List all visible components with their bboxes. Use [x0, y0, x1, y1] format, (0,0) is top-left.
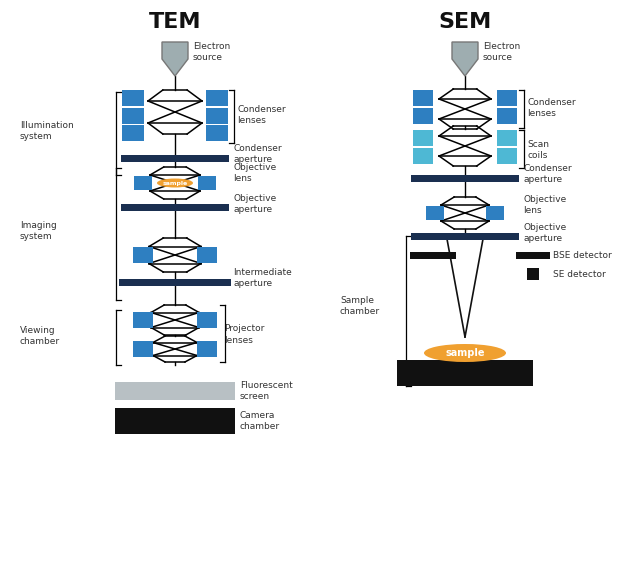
Text: Illumination
system: Illumination system [20, 121, 74, 141]
Text: TEM: TEM [148, 12, 201, 32]
Bar [122, 90, 144, 106]
Text: Imaging
system: Imaging system [20, 221, 57, 241]
Text: Condenser
aperture: Condenser aperture [523, 164, 572, 184]
Bar [397, 360, 533, 386]
Text: Condenser
lenses: Condenser lenses [237, 105, 285, 125]
Text: Scan
coils: Scan coils [527, 140, 549, 160]
Text: BSE detector: BSE detector [553, 251, 612, 260]
Ellipse shape [424, 344, 506, 362]
Text: sample: sample [163, 181, 188, 186]
Bar [413, 148, 433, 164]
Bar [413, 108, 433, 124]
Bar [121, 154, 229, 162]
Bar [119, 278, 231, 286]
Text: Objective
aperture: Objective aperture [523, 223, 566, 243]
Text: sample: sample [445, 348, 484, 358]
Bar [497, 108, 517, 124]
Bar [197, 312, 217, 328]
Bar [527, 268, 539, 280]
Bar [413, 90, 433, 106]
Text: Condenser
lenses: Condenser lenses [527, 98, 575, 118]
Bar [426, 206, 444, 220]
Text: Sample
chamber: Sample chamber [340, 296, 380, 316]
Bar [497, 130, 517, 146]
Text: Fluorescent
screen: Fluorescent screen [240, 381, 292, 401]
Bar [497, 148, 517, 164]
Bar [206, 108, 228, 124]
Text: SE detector: SE detector [553, 269, 605, 278]
Bar [134, 176, 152, 190]
Text: Condenser
aperture: Condenser aperture [233, 144, 282, 164]
Text: Electron
source: Electron source [193, 42, 230, 62]
Bar [115, 382, 235, 400]
Text: Projector
lenses: Projector lenses [224, 324, 264, 344]
Text: Electron
source: Electron source [483, 42, 520, 62]
Bar [121, 204, 229, 210]
Bar [413, 130, 433, 146]
Bar [497, 90, 517, 106]
Bar [133, 312, 153, 328]
Bar [197, 341, 217, 357]
Bar [486, 206, 504, 220]
Bar [206, 125, 228, 141]
Ellipse shape [157, 178, 193, 187]
Bar [133, 341, 153, 357]
Polygon shape [452, 42, 478, 76]
Text: Intermediate
aperture: Intermediate aperture [233, 268, 292, 288]
Text: SEM: SEM [438, 12, 492, 32]
Bar [410, 251, 456, 259]
Text: Objective
lens: Objective lens [523, 195, 566, 215]
Bar [516, 251, 550, 259]
Bar [133, 247, 153, 263]
Bar [411, 232, 519, 240]
Bar [122, 108, 144, 124]
Text: Objective
aperture: Objective aperture [233, 194, 276, 214]
Bar [122, 125, 144, 141]
Bar [206, 90, 228, 106]
Polygon shape [162, 42, 188, 76]
Bar [198, 176, 216, 190]
Text: Objective
lens: Objective lens [233, 163, 276, 183]
Bar [197, 247, 217, 263]
Text: Camera
chamber: Camera chamber [240, 411, 280, 431]
Bar [115, 408, 235, 434]
Text: Viewing
chamber: Viewing chamber [20, 326, 60, 346]
Bar [411, 174, 519, 182]
